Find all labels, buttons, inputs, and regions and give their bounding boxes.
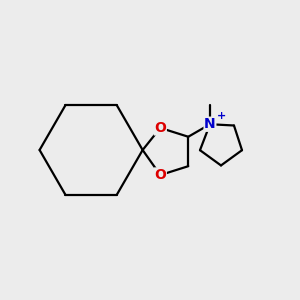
Text: +: + — [217, 111, 226, 121]
Text: O: O — [154, 121, 166, 135]
Text: N: N — [204, 117, 216, 131]
Text: O: O — [154, 168, 166, 182]
